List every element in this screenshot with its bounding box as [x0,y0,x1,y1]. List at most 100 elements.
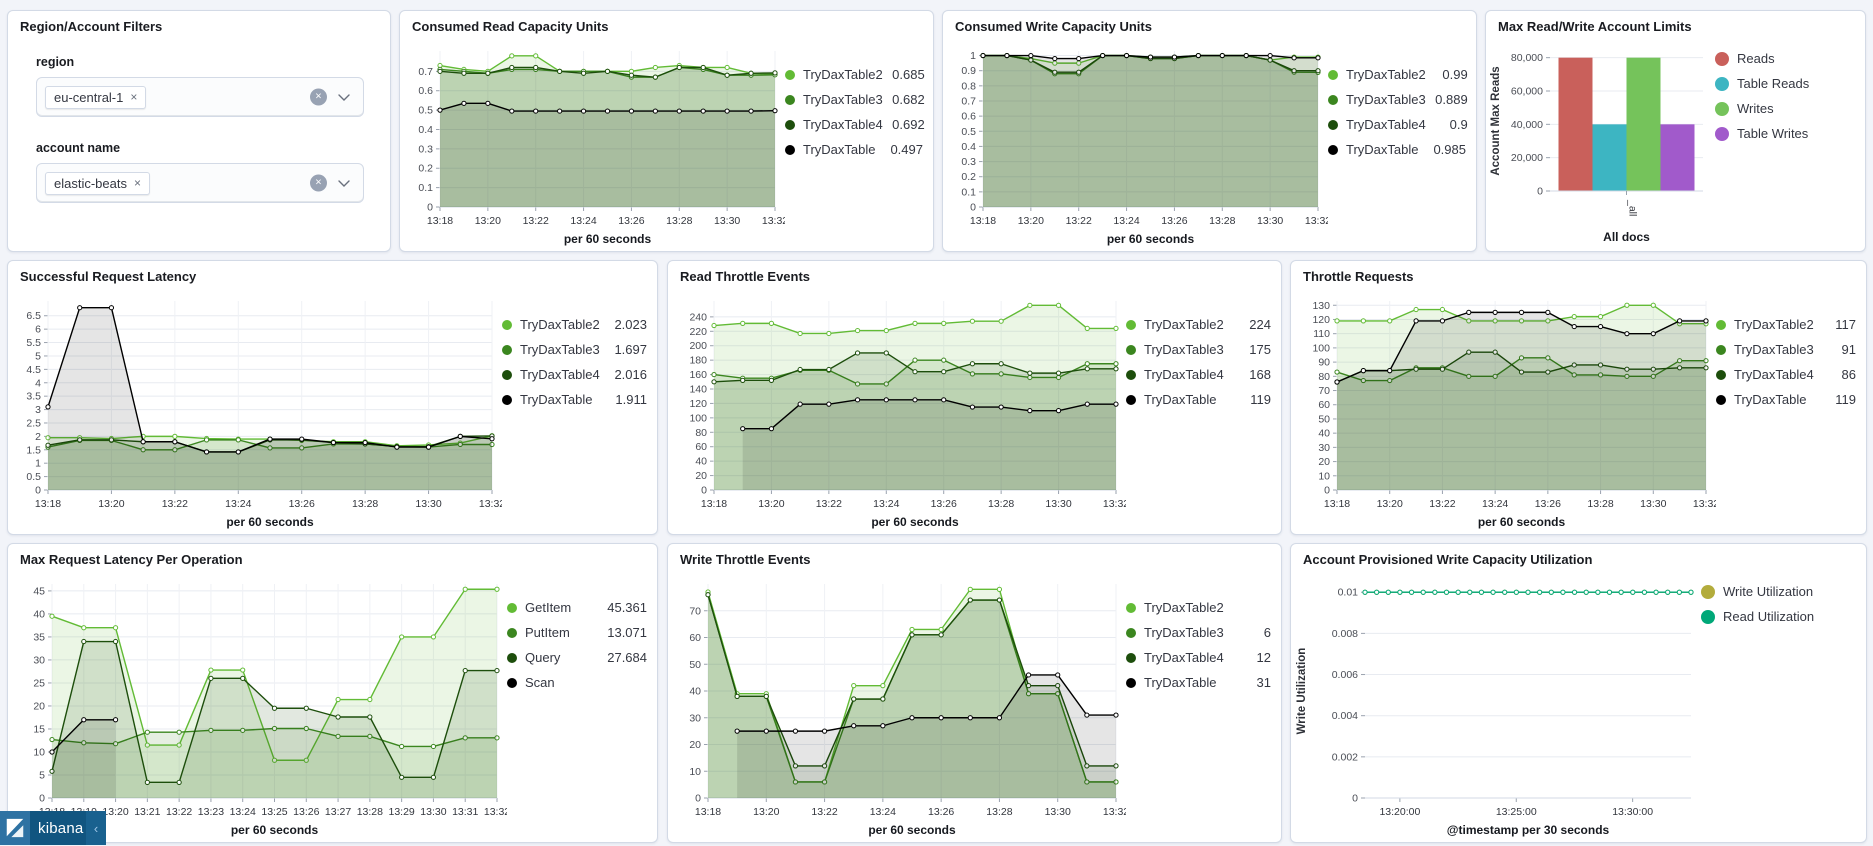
svg-text:13:24: 13:24 [1482,498,1508,510]
svg-text:0: 0 [1537,186,1543,198]
legend-item[interactable]: TryDaxTable3 1.697 [502,342,657,357]
svg-text:0: 0 [1324,485,1330,497]
svg-text:160: 160 [689,369,707,381]
legend-item[interactable]: Query 27.684 [507,650,657,665]
svg-text:13:28: 13:28 [352,498,378,510]
legend-item[interactable]: TryDaxTable3 0.889 [1328,92,1476,107]
series-color-dot [1328,119,1338,130]
series-color-dot [785,94,795,105]
svg-text:0.5: 0.5 [961,126,976,138]
series-color-dot [785,144,795,155]
legend-series-label: Query [525,650,561,665]
legend-item[interactable]: TryDaxTable4 86 [1716,367,1866,382]
remove-region-pill-icon[interactable]: × [130,90,138,104]
account-filter-combobox[interactable]: elastic-beats × × [36,163,364,203]
panel-successful-request-latency: Successful Request Latency 0 0.5 1 1.5 2 2.5 3 3… [7,260,658,535]
chart-plot-area: 0 10 20 30 40 50 60 70 13:18 13:20 13:22 13:24 13:26… [668,570,1126,840]
svg-text:4: 4 [35,377,41,389]
series-color-dot [1701,609,1715,624]
svg-text:220: 220 [689,326,707,338]
legend-series-value: 86 [1841,367,1856,382]
legend-item[interactable]: TryDaxTable4 0.692 [785,117,933,132]
account-filter-pill[interactable]: elastic-beats × [45,171,150,195]
clear-region-filter-button[interactable]: × [310,88,327,106]
svg-text:13:26: 13:26 [928,806,954,818]
legend-item[interactable]: TryDaxTable4 0.9 [1328,117,1476,132]
svg-text:13:30: 13:30 [714,215,740,227]
svg-text:13:26: 13:26 [618,215,644,227]
legend-series-value: 27.684 [607,650,647,665]
svg-text:10: 10 [33,746,45,758]
svg-text:180: 180 [689,355,707,367]
legend-item[interactable]: TryDaxTable 0.497 [785,142,933,157]
chevron-down-icon[interactable] [337,176,351,190]
region-filter-pill[interactable]: eu-central-1 × [45,85,147,109]
legend-item[interactable]: TryDaxTable4 12 [1126,650,1281,665]
legend-item[interactable]: TryDaxTable2 0.99 [1328,67,1476,82]
chart-svg: 0 0.51 1.52 2.533.5 44.5 55.56 6.5 13:18 13:20 13… [26,301,502,529]
series-color-dot [502,394,512,405]
svg-text:40,000: 40,000 [1511,119,1543,131]
remove-account-pill-icon[interactable]: × [133,176,141,190]
legend-item[interactable]: TryDaxTable2 2.023 [502,317,657,332]
series-color-dot [785,119,795,130]
legend-item[interactable]: Read Utilization [1701,609,1866,624]
chart-plot-area: 0 20 40 60 80 100 120 140 160 180 200 220 240 13:18 13… [668,287,1126,532]
legend-item[interactable]: Write Utilization [1701,584,1866,599]
legend-series-label: Reads [1737,51,1775,66]
legend-item[interactable]: Table Writes [1715,126,1865,141]
legend-item[interactable]: TryDaxTable3 6 [1126,625,1281,640]
svg-text:0.2: 0.2 [961,171,976,183]
collapse-nav-button[interactable]: ‹ [86,811,106,845]
region-filter-combobox[interactable]: eu-central-1 × × [36,77,364,117]
legend-series-label: TryDaxTable3 [520,342,600,357]
account-filter-label: account name [36,141,121,155]
legend-item[interactable]: PutItem 13.071 [507,625,657,640]
chart-svg: 0 20,000 40,000 60,000 80,000 _all All docs Acc… [1490,52,1703,244]
series-color-dot [502,344,512,355]
legend-item[interactable]: TryDaxTable 119 [1126,392,1281,407]
svg-text:per 60 seconds: per 60 seconds [871,515,959,529]
chart-svg: 0 10 20 30 40 50 60 70 13:18 13:20 13:22 13:24 13:26… [689,584,1126,837]
legend-series-label: TryDaxTable3 [1346,92,1426,107]
panel-title: Read Throttle Events [680,269,811,284]
legend-item[interactable]: Table Reads [1715,76,1865,91]
legend-item[interactable]: TryDaxTable2 224 [1126,317,1281,332]
svg-text:25: 25 [33,677,45,689]
svg-text:70: 70 [1318,385,1330,397]
legend-item[interactable]: TryDaxTable2 0.685 [785,67,933,82]
legend-item[interactable]: TryDaxTable 31 [1126,675,1281,690]
legend-series-value: 0.985 [1433,142,1466,157]
kibana-logo-icon[interactable] [0,811,30,845]
legend-item[interactable]: TryDaxTable4 168 [1126,367,1281,382]
chart-plot-area: 0 10 20 30 40 50 60 70 80 90 100 110 120 130 13:18 13:2… [1291,287,1716,532]
panel-throttle-requests: Throttle Requests 0 10 20 30 40 50 60 70 80 90 100 1… [1290,260,1867,535]
legend-item[interactable]: Writes [1715,101,1865,116]
chart-svg: 0 20 40 60 80 100 120 140 160 180 200 220 240 13:18 13… [689,301,1126,529]
legend-series-label: TryDaxTable [1734,392,1807,407]
legend-item[interactable]: TryDaxTable 1.911 [502,392,657,407]
legend-item[interactable]: TryDaxTable3 0.682 [785,92,933,107]
legend-item[interactable]: TryDaxTable3 91 [1716,342,1866,357]
legend-series-label: TryDaxTable4 [520,367,600,382]
clear-account-filter-button[interactable]: × [310,174,327,192]
legend-item[interactable]: TryDaxTable2 117 [1716,317,1866,332]
legend-series-label: Write Utilization [1723,584,1814,599]
legend-item[interactable]: GetItem 45.361 [507,600,657,615]
svg-text:0: 0 [35,485,41,497]
legend-item[interactable]: TryDaxTable2 [1126,600,1281,615]
svg-text:50: 50 [1318,413,1330,425]
legend-item[interactable]: Scan [507,675,657,690]
svg-text:0.6: 0.6 [961,111,976,123]
panel-title: Account Provisioned Write Capacity Utili… [1303,552,1593,567]
legend-item[interactable]: TryDaxTable3 175 [1126,342,1281,357]
svg-text:120: 120 [689,398,707,410]
svg-text:_all: _all [1627,199,1639,216]
legend-item[interactable]: TryDaxTable4 2.016 [502,367,657,382]
svg-text:20,000: 20,000 [1511,152,1543,164]
chevron-down-icon[interactable] [337,90,351,104]
legend-item[interactable]: TryDaxTable 119 [1716,392,1866,407]
legend-item[interactable]: TryDaxTable 0.985 [1328,142,1476,157]
svg-text:per 60 seconds: per 60 seconds [1478,515,1566,529]
legend-item[interactable]: Reads [1715,51,1865,66]
